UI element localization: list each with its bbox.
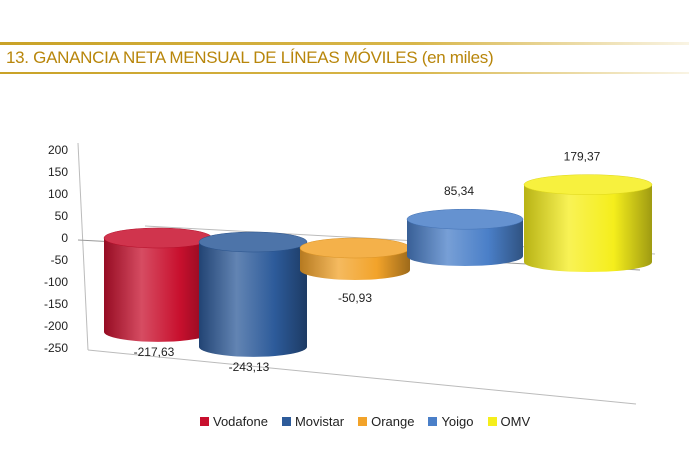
data-label: -50,93 bbox=[338, 291, 372, 305]
bar-body bbox=[524, 184, 652, 272]
legend-swatch bbox=[358, 417, 368, 426]
y-tick-labels: 200 150 100 50 0 -50 -100 -150 -200 -250 bbox=[44, 143, 68, 355]
bar-yoigo bbox=[406, 208, 524, 266]
legend-item-vodafone: Vodafone bbox=[200, 414, 268, 429]
legend-item-omv: OMV bbox=[487, 414, 531, 429]
data-label: 179,37 bbox=[564, 150, 601, 164]
bar-top bbox=[103, 227, 213, 249]
bar-body bbox=[407, 219, 523, 266]
bar-orange bbox=[299, 237, 411, 280]
chart-bars bbox=[103, 174, 653, 357]
legend-label: Vodafone bbox=[213, 414, 268, 429]
legend-swatch bbox=[281, 417, 291, 426]
y-tick-label: -50 bbox=[51, 253, 69, 267]
y-tick-label: -100 bbox=[44, 275, 68, 289]
y-tick-label: -250 bbox=[44, 341, 68, 355]
title-rule-top bbox=[0, 42, 689, 45]
bar-top bbox=[523, 174, 653, 195]
y-tick-label: -150 bbox=[44, 297, 68, 311]
y-tick-label: 200 bbox=[48, 143, 68, 157]
legend-item-orange: Orange bbox=[358, 414, 414, 429]
legend-label: Yoigo bbox=[441, 414, 474, 429]
data-label: -217,63 bbox=[134, 345, 175, 359]
bar-body bbox=[104, 238, 212, 342]
data-label: 85,34 bbox=[444, 184, 474, 198]
bar-top bbox=[406, 208, 524, 230]
y-tick-label: -200 bbox=[44, 319, 68, 333]
title-rule-bottom bbox=[0, 72, 689, 74]
bar-omv bbox=[523, 174, 653, 272]
legend-swatch bbox=[200, 417, 209, 426]
y-tick-label: 50 bbox=[55, 209, 69, 223]
legend-swatch bbox=[428, 417, 438, 426]
bar-movistar bbox=[198, 231, 308, 357]
bar-top bbox=[198, 231, 308, 253]
chart-legend: Vodafone Movistar Orange Yoigo OMV bbox=[200, 414, 530, 429]
bar-body bbox=[199, 242, 307, 357]
chart-title: 13. GANANCIA NETA MENSUAL DE LÍNEAS MÓVI… bbox=[6, 48, 494, 67]
data-labels: -217,63 -243,13 -50,93 85,34 179,37 bbox=[134, 150, 601, 374]
legend-label: Orange bbox=[371, 414, 415, 429]
legend-label: Movistar bbox=[294, 414, 345, 429]
y-tick-label: 100 bbox=[48, 187, 68, 201]
bar-top bbox=[299, 237, 411, 259]
title-bar: 13. GANANCIA NETA MENSUAL DE LÍNEAS MÓVI… bbox=[0, 0, 689, 80]
bar-vodafone bbox=[103, 227, 213, 342]
legend-item-yoigo: Yoigo bbox=[428, 414, 474, 429]
data-label: -243,13 bbox=[229, 360, 270, 374]
legend-item-movistar: Movistar bbox=[281, 414, 345, 429]
legend-label: OMV bbox=[500, 414, 531, 429]
y-tick-label: 150 bbox=[48, 165, 68, 179]
legend-swatch bbox=[487, 417, 497, 426]
y-tick-label: 0 bbox=[61, 231, 68, 245]
